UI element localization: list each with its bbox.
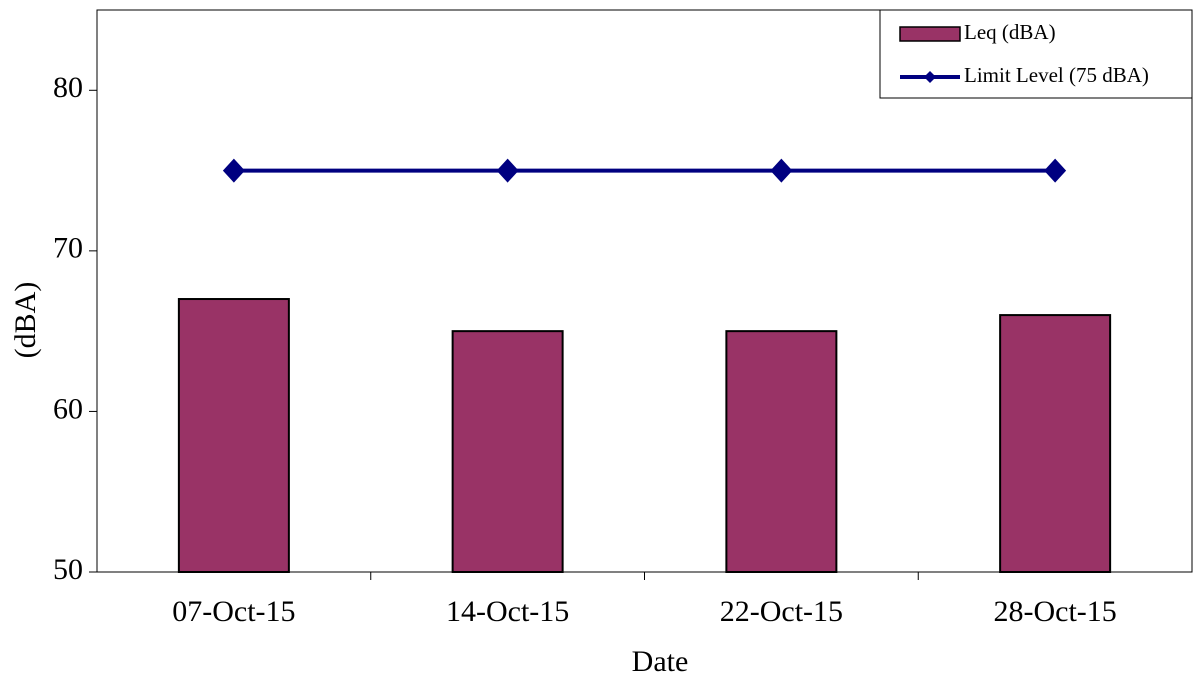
legend-marker [924, 71, 936, 83]
bar [177, 298, 290, 573]
y-axis-label: (dBA) [9, 282, 42, 359]
y-tick-label: 70 [53, 232, 83, 265]
line-marker [770, 158, 793, 183]
legend-box [879, 9, 1193, 99]
legend: Leq (dBA) Limit Level (75 dBA) [879, 9, 1193, 99]
line-marker [222, 158, 245, 183]
y-tick-label: 60 [53, 392, 83, 425]
x-tick-label: 14-Oct-15 [446, 595, 569, 628]
x-tick-label: 07-Oct-15 [172, 595, 295, 628]
y-tick-label: 80 [53, 71, 83, 104]
bar [451, 330, 564, 573]
bar [999, 314, 1112, 573]
legend-label: Leq (dBA) [964, 20, 1056, 44]
legend-swatch [899, 26, 961, 42]
bar [725, 330, 838, 573]
y-tick-label: 50 [53, 553, 83, 586]
line-marker [496, 158, 519, 183]
x-axis-label: Date [632, 645, 689, 678]
x-tick-label: 28-Oct-15 [993, 595, 1116, 628]
x-tick-label: 22-Oct-15 [720, 595, 843, 628]
line-marker [1044, 158, 1067, 183]
legend-label: Limit Level (75 dBA) [964, 63, 1149, 87]
